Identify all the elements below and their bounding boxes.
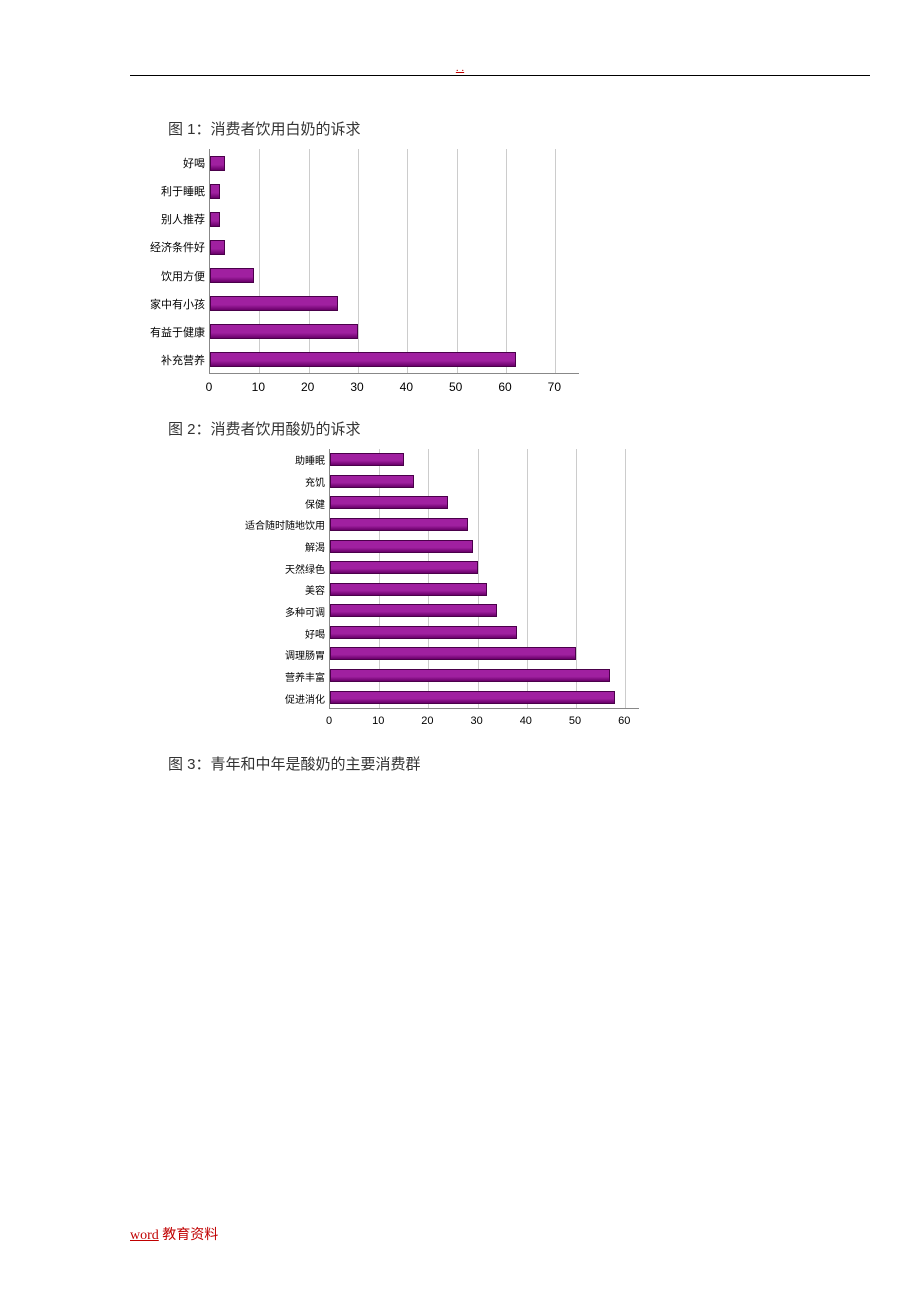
bar	[330, 496, 448, 509]
x-tick: 60	[498, 380, 511, 394]
bar	[330, 561, 478, 574]
x-tick: 30	[470, 715, 482, 727]
bar-row	[330, 583, 639, 596]
y-label: 好喝	[130, 155, 205, 171]
bar-row	[330, 647, 639, 660]
y-label: 营养丰富	[230, 669, 325, 684]
y-label: 别人推荐	[130, 211, 205, 227]
bar-row	[210, 184, 579, 199]
x-tick: 20	[421, 715, 433, 727]
bar	[210, 352, 516, 367]
y-label: 家中有小孩	[130, 296, 205, 312]
bar-row	[330, 540, 639, 553]
x-tick: 10	[252, 380, 265, 394]
bar-row	[210, 212, 579, 227]
bar	[330, 691, 615, 704]
chart1: 好喝利于睡眠别人推荐经济条件好饮用方便家中有小孩有益于健康补充营养0 10 20 30…	[130, 149, 595, 400]
bar-row	[330, 604, 639, 617]
y-label: 解渴	[230, 539, 325, 554]
y-label: 经济条件好	[130, 239, 205, 255]
x-axis: 0 10 20 30 40 50 60 70	[209, 380, 579, 400]
header-rule	[130, 75, 870, 76]
x-tick: 40	[520, 715, 532, 727]
plot-area	[209, 149, 579, 374]
bar	[210, 324, 358, 339]
bar-row	[210, 324, 579, 339]
page-content: 图 1：消费者饮用白奶的诉求 好喝利于睡眠别人推荐经济条件好饮用方便家中有小孩有…	[130, 100, 870, 784]
bar	[330, 540, 473, 553]
x-tick: 0	[326, 715, 332, 727]
bar-row	[330, 453, 639, 466]
y-label: 美容	[230, 582, 325, 597]
x-tick: 40	[400, 380, 413, 394]
bar	[330, 604, 497, 617]
x-tick: 50	[569, 715, 581, 727]
y-label: 保健	[230, 496, 325, 511]
y-axis-labels: 好喝利于睡眠别人推荐经济条件好饮用方便家中有小孩有益于健康补充营养	[130, 149, 205, 374]
bar	[330, 475, 414, 488]
y-label: 助睡眠	[230, 452, 325, 467]
bar-row	[330, 518, 639, 531]
bar-row	[330, 561, 639, 574]
chart3-title: 图 3：青年和中年是酸奶的主要消费群	[168, 753, 870, 774]
bar-row	[210, 352, 579, 367]
bar	[210, 296, 338, 311]
footer-rest: 教育资料	[159, 1228, 219, 1243]
bar	[330, 453, 404, 466]
chart2-title: 图 2：消费者饮用酸奶的诉求	[168, 418, 870, 439]
footer-link[interactable]: word 教育资料	[130, 1224, 218, 1244]
bars-group	[210, 149, 579, 373]
footer-word: word	[130, 1228, 159, 1243]
y-label: 好喝	[230, 626, 325, 641]
y-label: 多种可调	[230, 604, 325, 619]
bar-row	[210, 268, 579, 283]
y-label: 调理肠胃	[230, 647, 325, 662]
header-dots: . .	[456, 62, 464, 74]
bar-row	[210, 156, 579, 171]
bar	[330, 518, 468, 531]
bars-group	[330, 449, 639, 708]
bar	[330, 626, 517, 639]
y-label: 促进消化	[230, 691, 325, 706]
x-tick: 60	[618, 715, 630, 727]
x-axis: 0 10 20 30 40 50 60	[329, 715, 639, 735]
x-tick: 70	[548, 380, 561, 394]
bar-row	[330, 669, 639, 682]
bar-row	[210, 296, 579, 311]
x-tick: 20	[301, 380, 314, 394]
x-tick: 0	[206, 380, 213, 394]
y-label: 适合随时随地饮用	[230, 517, 325, 532]
y-axis-labels: 助睡眠充饥保健适合随时随地饮用解渴天然绿色美容多种可调好喝调理肠胃营养丰富促进消…	[230, 449, 325, 709]
chart2: 助睡眠充饥保健适合随时随地饮用解渴天然绿色美容多种可调好喝调理肠胃营养丰富促进消…	[230, 449, 655, 735]
y-label: 饮用方便	[130, 268, 205, 284]
chart1-title: 图 1：消费者饮用白奶的诉求	[168, 118, 870, 139]
bar	[210, 184, 220, 199]
y-label: 天然绿色	[230, 561, 325, 576]
bar-row	[330, 691, 639, 704]
bar-row	[330, 626, 639, 639]
y-label: 有益于健康	[130, 324, 205, 340]
bar	[330, 583, 487, 596]
bar	[210, 156, 225, 171]
y-label: 补充营养	[130, 352, 205, 368]
bar	[330, 647, 576, 660]
x-tick: 50	[449, 380, 462, 394]
y-label: 利于睡眠	[130, 183, 205, 199]
x-tick: 30	[350, 380, 363, 394]
bar-row	[330, 475, 639, 488]
bar-row	[210, 240, 579, 255]
bar-row	[330, 496, 639, 509]
bar	[330, 669, 610, 682]
bar	[210, 212, 220, 227]
bar	[210, 268, 254, 283]
y-label: 充饥	[230, 474, 325, 489]
bar	[210, 240, 225, 255]
plot-area	[329, 449, 639, 709]
x-tick: 10	[372, 715, 384, 727]
